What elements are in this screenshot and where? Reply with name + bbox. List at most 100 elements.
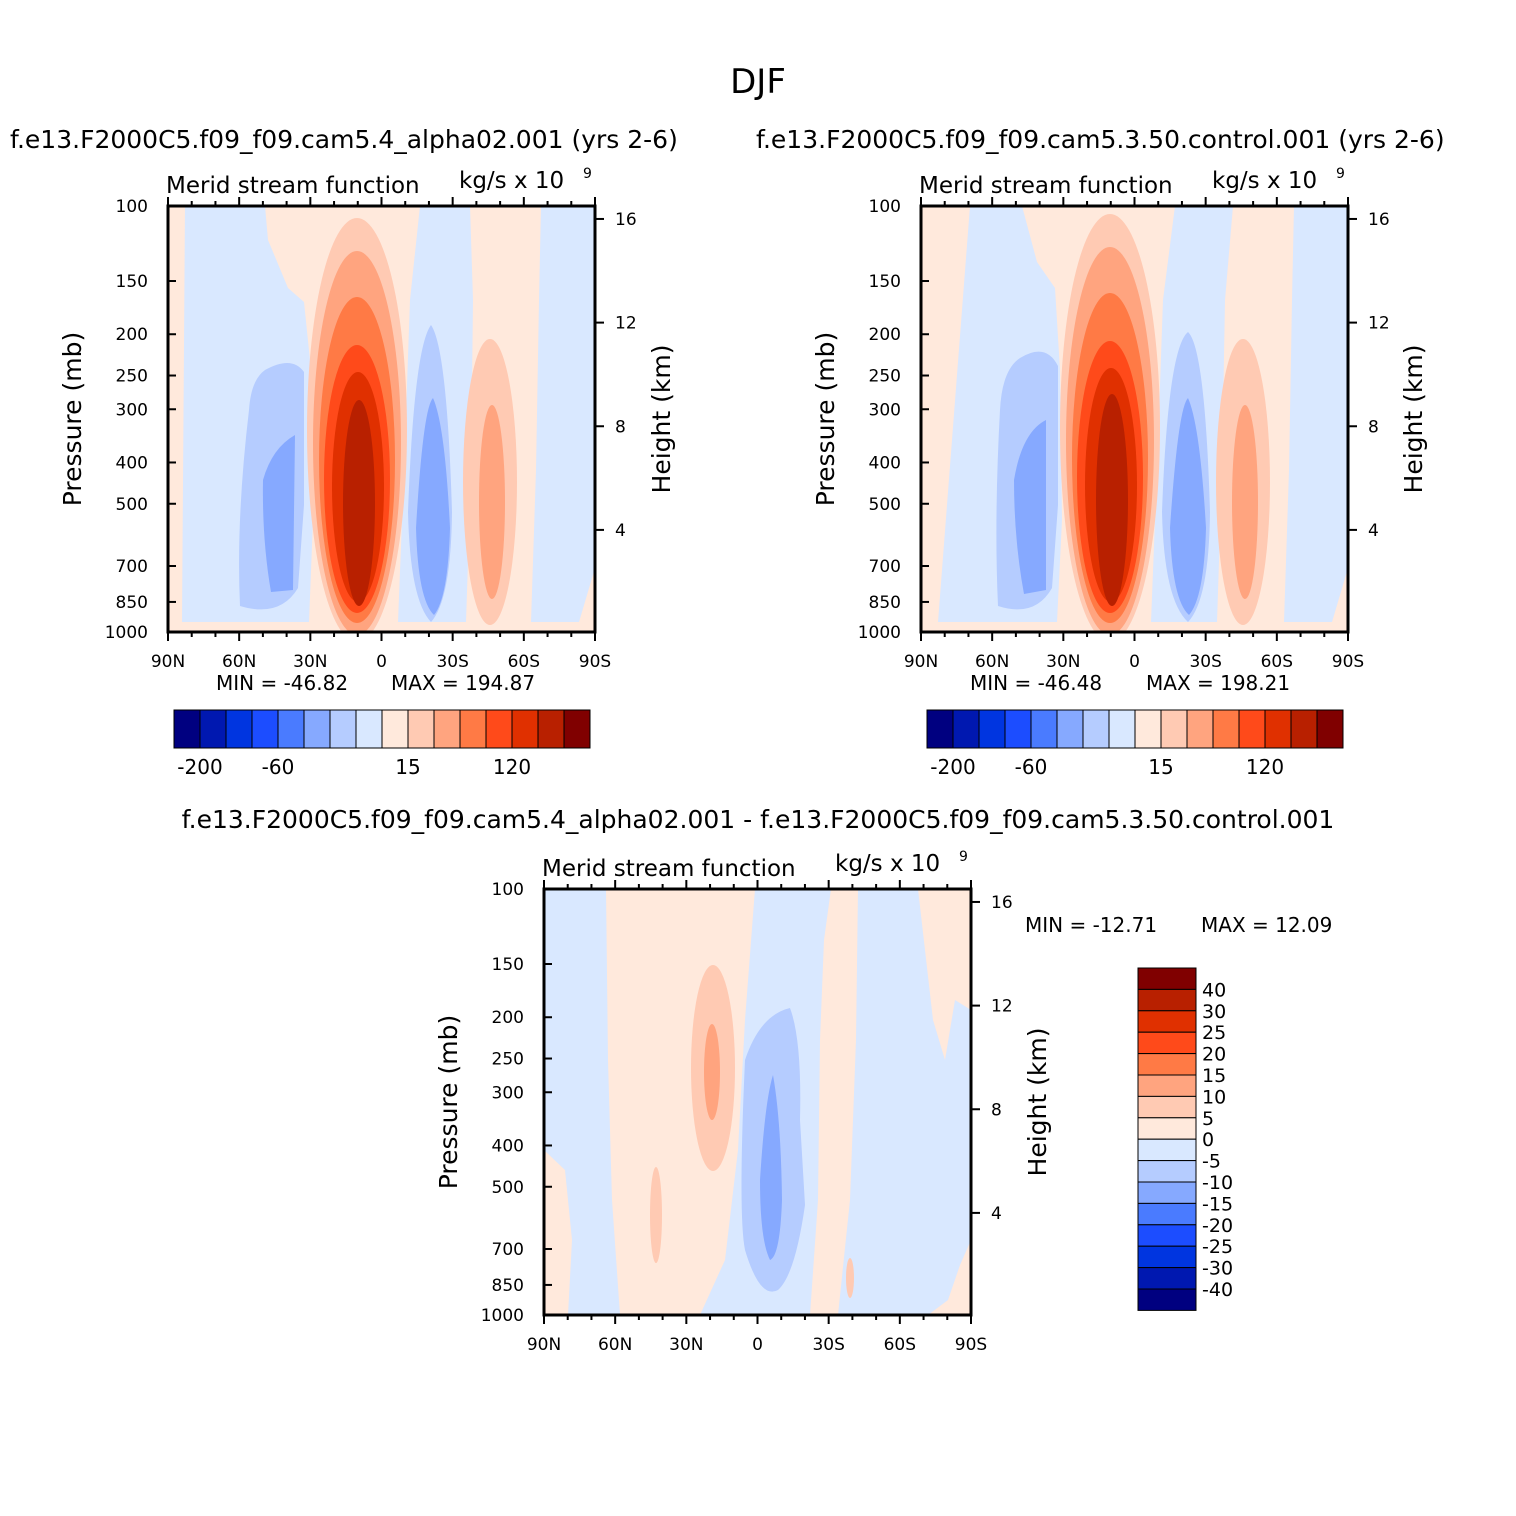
contour-pos-level-1 [544, 1150, 572, 1315]
y-tick-label: 500 [116, 495, 148, 515]
x-tick-label: 60N [975, 652, 1009, 672]
colorbar-box [563, 709, 591, 749]
y-right-tick-label: 8 [1368, 417, 1379, 437]
contour-neg-level-1 [531, 206, 595, 622]
axes: 90N 60N 30N 0 30S 60S 90S 100 150 200 250 300 400 500… [858, 197, 1390, 672]
x-tick-label: 30N [1046, 652, 1080, 672]
x-tick-label: 90S [955, 1335, 987, 1355]
y-axis-label: Pressure (mb) [58, 332, 87, 506]
colorbar-box [1030, 709, 1058, 749]
y-tick-label: 300 [116, 400, 148, 420]
y-tick-label: 150 [492, 955, 524, 975]
x-tick-label: 0 [1129, 652, 1140, 672]
y-right-axis-label: Height (km) [647, 345, 676, 494]
x-tick-label: 0 [752, 1335, 763, 1355]
min-label: MIN = -46.48 [970, 671, 1102, 695]
y-tick-label: 200 [116, 325, 148, 345]
contour-neg-level-3 [1170, 398, 1206, 615]
y-right-tick-label: 8 [615, 417, 626, 437]
colorbar-label: 30 [1202, 1001, 1226, 1023]
x-tick-label: 90N [527, 1335, 561, 1355]
contour-pos-level-6 [1096, 394, 1128, 606]
colorbar-label: 0 [1202, 1129, 1214, 1151]
x-tick-label: 90S [579, 652, 611, 672]
y-tick-label: 850 [492, 1276, 524, 1296]
contour-pos-level-2 [846, 1258, 854, 1298]
colorbar-box [199, 709, 227, 749]
colorbar-box [1137, 1117, 1197, 1140]
x-tick-label: 90S [1332, 652, 1364, 672]
colorbar-box [1137, 1202, 1197, 1226]
colorbar-box [1056, 709, 1084, 749]
colorbar-box [1238, 709, 1266, 749]
contour-pos-level-3 [704, 1024, 720, 1120]
y-tick-label: 500 [492, 1178, 524, 1198]
colorbar-box [1137, 1031, 1197, 1055]
difference-title: f.e13.F2000C5.f09_f09.cam5.4_alpha02.001… [182, 805, 1335, 834]
contour-pos-level-6 [343, 400, 375, 606]
max-label: MAX = 12.09 [1201, 913, 1332, 937]
y-right-tick-label: 4 [991, 1204, 1002, 1224]
colorbar-box [1137, 988, 1197, 1012]
colorbar-label: -5 [1202, 1151, 1221, 1173]
colorbar-label: -200 [930, 755, 975, 779]
colorbar-label: 120 [493, 755, 531, 779]
colorbar-box [1186, 709, 1214, 749]
contour-pos-level-1 [810, 889, 858, 1315]
colorbar-box [407, 709, 435, 749]
y-tick-label: 1000 [481, 1306, 524, 1326]
y-tick-label: 700 [116, 557, 148, 577]
colorbar-label: -60 [1015, 755, 1048, 779]
test-panel: Merid stream function kg/s x 10 9 90N 60N… [58, 166, 676, 779]
colorbar-box [1137, 1138, 1197, 1162]
colorbar-label: 25 [1202, 1022, 1226, 1044]
colorbar-label: -25 [1202, 1236, 1233, 1258]
colorbar-label: -60 [262, 755, 295, 779]
colorbar-box [173, 709, 201, 749]
colorbar-box [277, 709, 305, 749]
contour-field [544, 889, 971, 1315]
contour-neg-level-1 [1284, 206, 1348, 622]
colorbar-box [1316, 709, 1344, 749]
colorbar-box [381, 709, 409, 749]
y-tick-label: 100 [869, 197, 901, 217]
contour-field [168, 206, 595, 632]
axes: 90N 60N 30N 0 30S 60S 90S 100 150 200 250 300 400 500… [481, 880, 1013, 1355]
contour-field [921, 206, 1348, 632]
y-tick-label: 150 [869, 272, 901, 292]
panel-title-left: Merid stream function [542, 856, 796, 882]
colorbar-box [1137, 1267, 1197, 1290]
y-tick-label: 400 [492, 1136, 524, 1156]
x-tick-label: 60S [884, 1335, 916, 1355]
colorbar-box [1160, 709, 1188, 749]
colorbar-box [329, 709, 357, 749]
y-tick-label: 400 [869, 453, 901, 473]
colorbar: -200 -60 15 120 [173, 709, 591, 779]
max-label: MAX = 194.87 [391, 671, 535, 695]
colorbar-box [1137, 967, 1197, 990]
test-case-title: f.e13.F2000C5.f09_f09.cam5.4_alpha02.001… [10, 125, 678, 154]
colorbar: -200 -60 15 120 [926, 709, 1344, 779]
colorbar-box [1134, 709, 1162, 749]
colorbar-box [1264, 709, 1292, 749]
max-label: MAX = 198.21 [1146, 671, 1290, 695]
y-tick-label: 250 [116, 367, 148, 387]
y-tick-label: 400 [116, 453, 148, 473]
y-tick-label: 850 [116, 593, 148, 613]
x-tick-label: 90N [151, 652, 185, 672]
x-tick-label: 60N [222, 652, 256, 672]
y-tick-label: 250 [492, 1050, 524, 1070]
colorbar-box [1137, 1095, 1197, 1119]
y-right-axis-label: Height (km) [1023, 1028, 1052, 1177]
panel-units-exponent: 9 [1336, 166, 1345, 182]
contour-pos-level-2 [1232, 405, 1258, 599]
control-panel: Merid stream function kg/s x 10 9 90N 60N… [811, 166, 1428, 779]
colorbar-box [1137, 1181, 1197, 1204]
colorbar-box [1137, 1053, 1197, 1076]
colorbar-box [926, 709, 954, 749]
y-tick-label: 700 [492, 1240, 524, 1260]
colorbar-box [537, 709, 565, 749]
y-right-tick-label: 16 [1368, 210, 1390, 230]
colorbar-box [1004, 709, 1032, 749]
